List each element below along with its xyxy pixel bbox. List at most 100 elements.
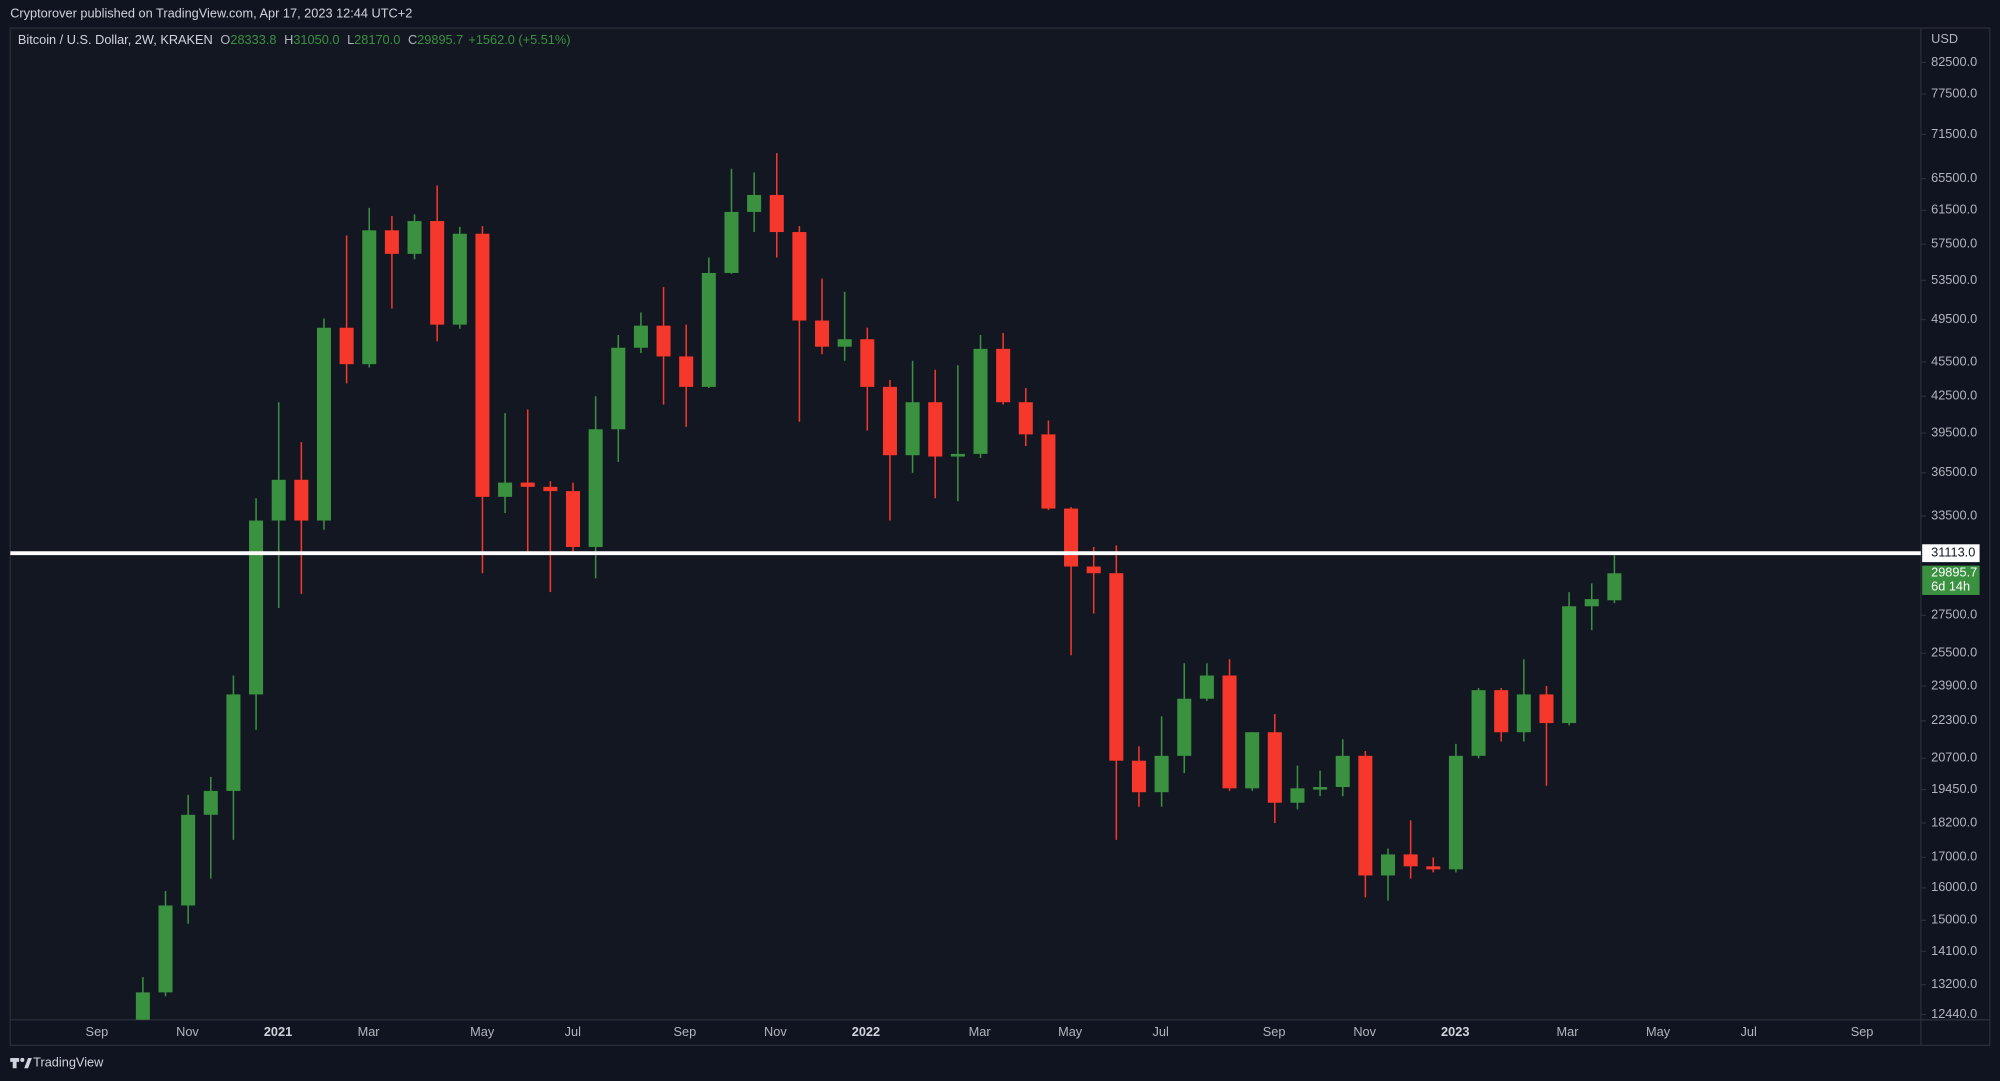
candle-body	[792, 232, 807, 321]
candle-body	[1222, 675, 1237, 789]
y-tick-label: 13200.0	[1931, 976, 1977, 991]
legend-prefix: O	[220, 32, 230, 47]
candle-body	[1494, 690, 1509, 733]
candle-body	[226, 694, 241, 791]
y-tick-label: 65500.0	[1931, 170, 1977, 185]
level-label-box	[1922, 544, 1980, 563]
x-tick-label: Mar	[969, 1024, 992, 1039]
y-tick-label: 19450.0	[1931, 781, 1977, 796]
candle-body	[1267, 732, 1282, 803]
candle-body	[1064, 508, 1079, 567]
candle-body	[1109, 573, 1124, 761]
candle-body	[724, 211, 739, 273]
y-tick-label: 53500.0	[1931, 272, 1977, 287]
y-tick-label: 20700.0	[1931, 750, 1977, 765]
candle-body	[747, 194, 762, 212]
candle-body	[407, 221, 422, 254]
candle-body	[1199, 675, 1214, 699]
candle-body	[1584, 599, 1599, 607]
candle-body	[1177, 698, 1192, 756]
header: Cryptorover published on TradingView.com…	[10, 5, 412, 20]
candle-body	[1018, 402, 1033, 435]
footer-brand: TradingView	[33, 1055, 104, 1070]
y-tick-label: 23900.0	[1931, 677, 1977, 692]
legend-symbol: Bitcoin / U.S. Dollar, 2W, KRAKEN	[18, 32, 213, 47]
candle-body	[996, 348, 1011, 403]
candle-body	[1403, 854, 1418, 867]
x-tick-label: 2023	[1441, 1024, 1469, 1039]
x-tick-label: Sep	[1851, 1024, 1874, 1039]
x-tick-label: May	[1646, 1024, 1671, 1039]
y-tick-label: 82500.0	[1931, 54, 1977, 69]
candle-body	[1313, 787, 1328, 790]
candle-body	[1335, 755, 1350, 788]
candle-body	[430, 221, 445, 325]
candle-body	[860, 339, 875, 387]
x-tick-label: Nov	[176, 1024, 199, 1039]
candle-body	[316, 327, 331, 521]
x-tick-label: Nov	[1353, 1024, 1376, 1039]
candle-body	[611, 347, 626, 430]
legend-value: 29895.7	[417, 32, 463, 47]
candle-body	[769, 194, 784, 233]
candle-body	[1380, 854, 1396, 876]
x-tick-label: Jul	[1153, 1024, 1169, 1039]
x-tick-label: 2021	[264, 1024, 292, 1039]
candle-body	[950, 453, 965, 457]
legend-prefix: L	[347, 32, 354, 47]
candle-body	[135, 992, 150, 1020]
candle-body	[362, 230, 377, 365]
candle-body	[565, 491, 581, 547]
y-tick-label: 33500.0	[1931, 507, 1977, 522]
y-tick-label: 18200.0	[1931, 814, 1977, 829]
candle-body	[1539, 694, 1554, 724]
candle-body	[679, 356, 694, 387]
x-tick-label: May	[1058, 1024, 1083, 1039]
candle-body	[384, 230, 399, 254]
y-tick-label: 25500.0	[1931, 645, 1977, 660]
countdown-label: 6d 14h	[1931, 579, 1970, 594]
candle-body	[249, 520, 264, 695]
candle-body	[928, 402, 943, 457]
candle-body	[294, 479, 309, 521]
y-tick-label: 42500.0	[1931, 388, 1977, 403]
candle-body	[1471, 690, 1486, 756]
y-tick-label: 22300.0	[1931, 712, 1977, 727]
y-tick-label: 17000.0	[1931, 849, 1977, 864]
last-price-box	[1922, 565, 1980, 595]
candle-body	[815, 320, 830, 347]
y-tick-label: 61500.0	[1931, 202, 1977, 217]
x-tick-label: Mar	[1557, 1024, 1580, 1039]
y-tick-label: 16000.0	[1931, 879, 1977, 894]
candle-body	[1358, 755, 1373, 876]
candle-body	[837, 339, 852, 347]
candle-body	[588, 429, 603, 547]
candle-body	[271, 479, 286, 521]
y-tick-label: 36500.0	[1931, 464, 1977, 479]
candle-body	[543, 486, 558, 492]
candle-body	[1562, 606, 1577, 724]
footer-logo	[10, 1057, 32, 1069]
candle-body	[339, 327, 354, 365]
candle-body	[656, 325, 671, 357]
last-price-label: 29895.7	[1931, 565, 1977, 580]
y-tick-label: 57500.0	[1931, 236, 1977, 251]
plot-area	[10, 28, 1921, 1020]
y-tick-label: 45500.0	[1931, 353, 1977, 368]
y-tick-label: 49500.0	[1931, 311, 1977, 326]
y-tick-label: 12440.0	[1931, 1006, 1977, 1021]
plot	[10, 153, 1921, 1020]
x-tick-label: Nov	[764, 1024, 787, 1039]
candle-body	[1154, 755, 1169, 793]
legend-prefix: H	[284, 32, 293, 47]
legend-change: +1562.0 (+5.51%)	[468, 32, 570, 47]
x-tick-label: Sep	[1263, 1024, 1286, 1039]
candle-body	[1290, 788, 1305, 803]
y-tick-label: 15000.0	[1931, 912, 1977, 927]
candle-body	[181, 814, 196, 906]
legend: Bitcoin / U.S. Dollar, 2W, KRAKEN O28333.…	[18, 32, 571, 47]
legend-value: 28170.0	[354, 32, 400, 47]
y-unit: USD	[1931, 31, 1958, 46]
